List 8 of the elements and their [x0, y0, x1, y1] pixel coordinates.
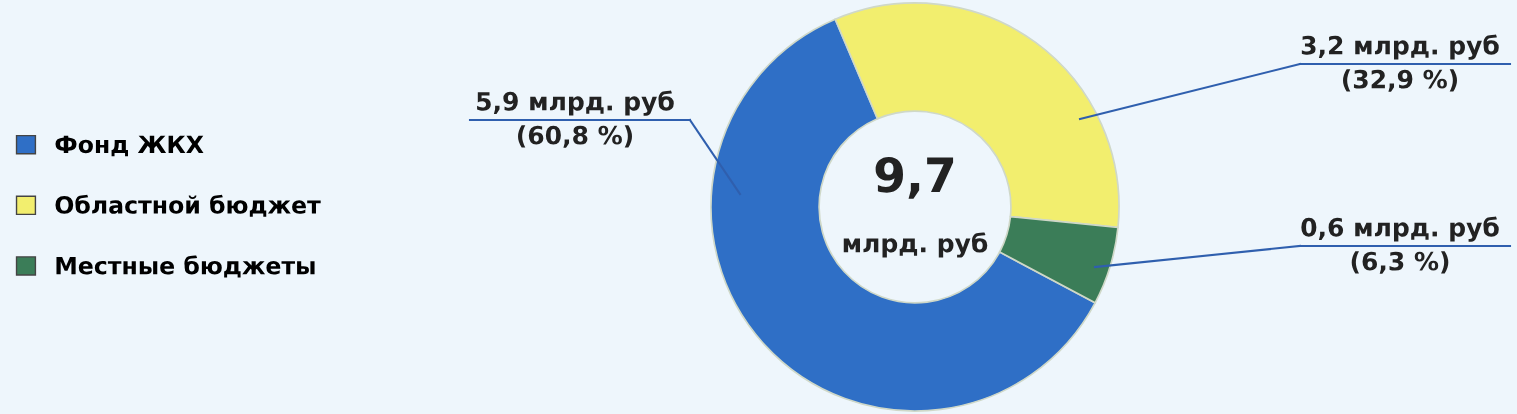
data-label: 3,2 млрд. руб (32,9 %) [1301, 34, 1499, 92]
data-label: 5,9 млрд. руб (60,8 %) [477, 90, 674, 148]
data-label: 0,6 млрд. руб (6,3 %) [1301, 216, 1499, 274]
legend-label: Фонд ЖКХ [55, 135, 204, 157]
legend-label: Местные бюджеты [56, 255, 315, 278]
text: млрд. руб [843, 232, 988, 258]
text: 9,7 [875, 157, 954, 199]
legend-label: Областной бюджет [55, 194, 321, 217]
